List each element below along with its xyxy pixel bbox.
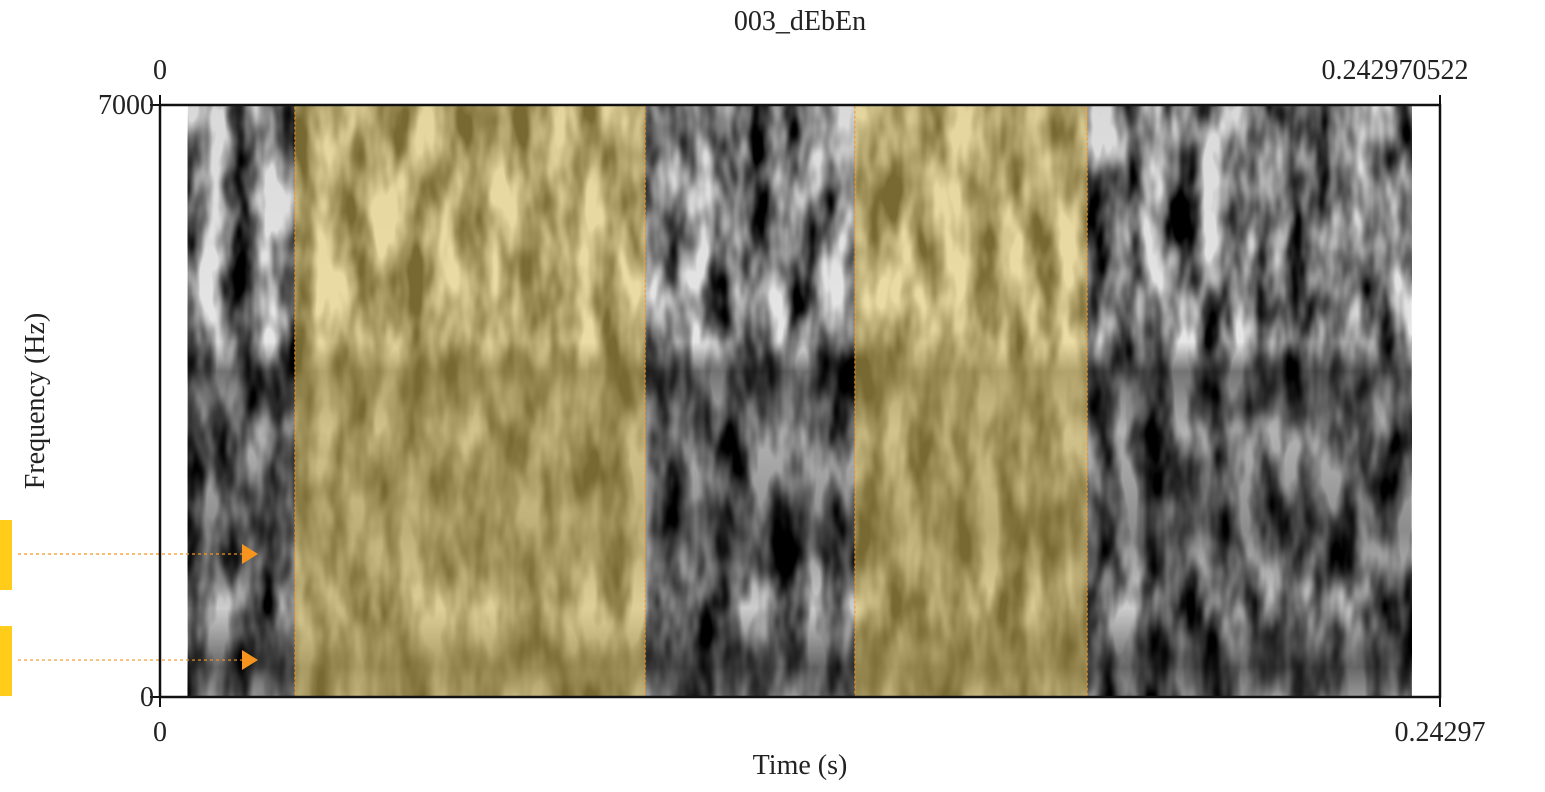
chart-title: 003_dEbEn xyxy=(734,6,866,37)
x-axis-label: Time (s) xyxy=(753,750,848,781)
marker-tab xyxy=(0,519,12,590)
y-tick-label: 7000 xyxy=(98,90,154,121)
x-tick-label: 0 xyxy=(153,717,167,748)
x-top-tick-label: 0.242970522 xyxy=(1322,55,1469,86)
plot-frame xyxy=(158,103,1442,699)
highlight-region xyxy=(854,104,1088,698)
marker-arrow xyxy=(241,650,258,671)
marker-tab xyxy=(0,626,12,697)
highlight-region xyxy=(294,104,646,698)
y-tick-label: 0 xyxy=(140,682,154,713)
x-tick-label: 0.24297 xyxy=(1394,717,1485,748)
y-axis-label: Frequency (Hz) xyxy=(20,313,51,489)
marker-arrow xyxy=(241,543,258,564)
x-top-tick-label: 0 xyxy=(153,55,167,86)
